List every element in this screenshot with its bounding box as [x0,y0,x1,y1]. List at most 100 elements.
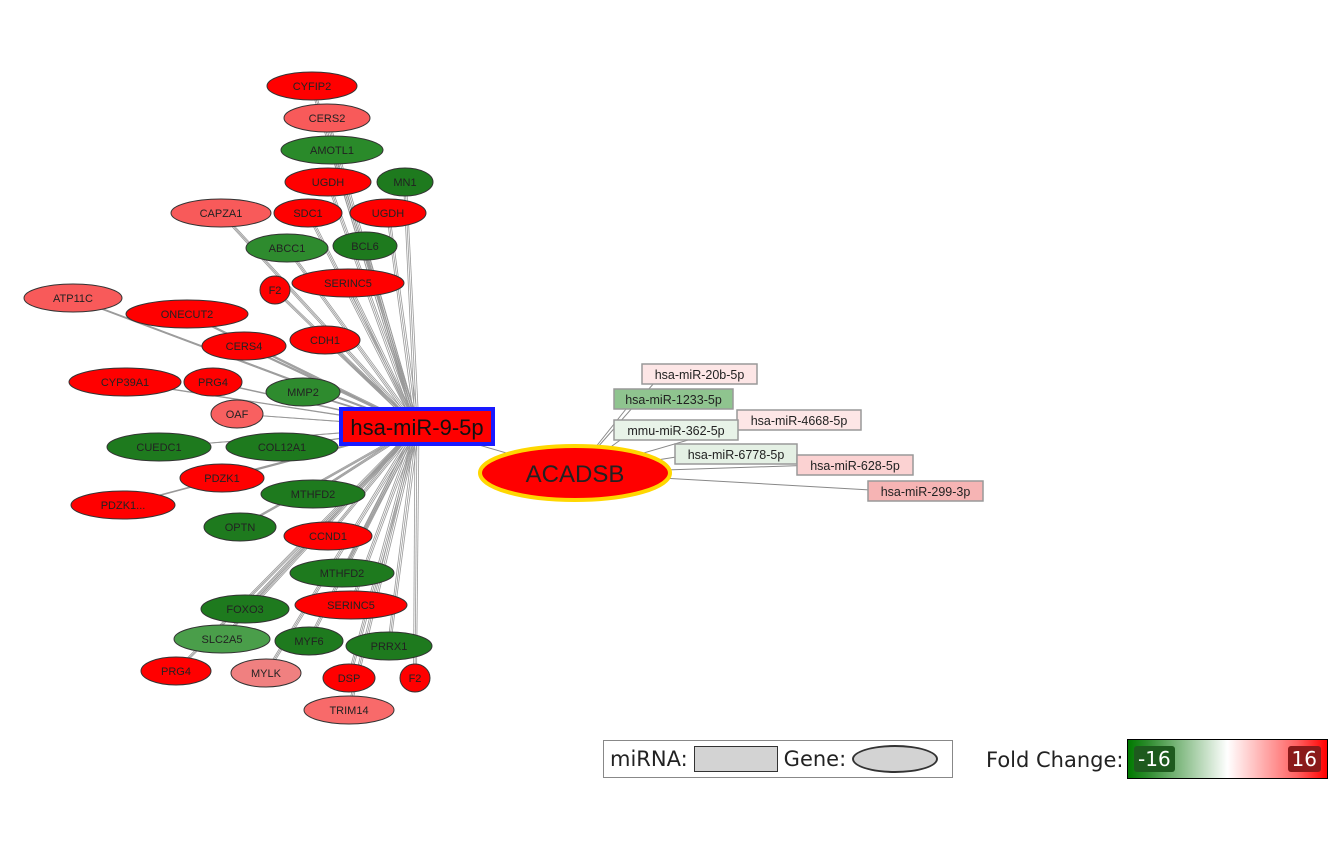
gene-ellipse [210,399,264,429]
gene-node[interactable]: SERINC5 [291,268,405,298]
edge [349,282,420,428]
mirna-box [613,419,739,441]
mirna-box [674,443,798,465]
target-gene-ellipse [478,444,672,502]
gene-node[interactable]: SDC1 [273,198,343,228]
gene-ellipse [274,626,344,656]
gene-node[interactable]: SERINC5 [294,590,408,620]
gene-node[interactable]: MMP2 [265,377,341,407]
mirna-label: hsa-miR-20b-5p [655,368,745,382]
gene-ellipse [201,331,287,361]
gene-ellipse [225,432,339,462]
fold-change-colorbar: -16 16 [1127,739,1328,779]
edge [346,282,416,428]
gene-node[interactable]: OAF [210,399,264,429]
legend-mirna-rect-icon [693,746,778,772]
gene-node[interactable]: CUEDC1 [106,432,212,462]
gene-ellipse [70,490,176,520]
gene-label: OAF [226,409,249,421]
gene-node[interactable]: MTHFD2 [260,479,366,509]
gene-ellipse [259,275,291,305]
gene-label: MTHFD2 [320,568,365,580]
gene-node[interactable]: PRRX1 [345,631,433,661]
target-gene-node[interactable]: ACADSB [478,444,672,502]
gene-node[interactable]: UGDH [349,198,427,228]
gene-label: AMOTL1 [310,145,354,157]
mirna-node[interactable]: hsa-miR-6778-5p [674,443,798,465]
gene-node[interactable]: AMOTL1 [280,135,384,165]
mirna-node[interactable]: hsa-miR-4668-5p [736,409,862,431]
mirna-label: hsa-miR-1233-5p [625,393,722,407]
mirna-nodes: hsa-miR-20b-5p hsa-miR-1233-5p hsa-miR-466… [613,363,984,502]
gene-node[interactable]: F2 [259,275,291,305]
gene-node[interactable]: OPTN [203,512,277,542]
gene-node[interactable]: CDH1 [289,325,361,355]
gene-ellipse [265,377,341,407]
gene-label: F2 [409,673,422,685]
gene-node[interactable]: PDZK1 [179,463,265,493]
mirna-node[interactable]: hsa-miR-20b-5p [641,363,758,385]
gene-node[interactable]: ATP11C [23,283,123,313]
gene-label: PRRX1 [371,641,408,653]
gene-node[interactable]: TRIM14 [303,695,395,725]
fold-change-label: Fold Change: [986,748,1124,772]
gene-node[interactable]: F2 [399,663,431,693]
gene-node[interactable]: BCL6 [332,231,398,261]
gene-node[interactable]: CERS2 [283,103,371,133]
gene-node[interactable]: CCND1 [283,521,373,551]
gene-label: CERS4 [226,341,263,353]
legend-gene-label: Gene: [783,747,847,771]
gene-node[interactable]: CYFIP2 [266,71,358,101]
gene-node[interactable]: PRG4 [140,656,212,686]
gene-node[interactable]: DSP [322,663,376,693]
gene-label: TRIM14 [329,705,368,717]
mirna-label: mmu-miR-362-5p [627,424,724,438]
gene-ellipse [183,367,243,397]
gene-node[interactable]: PDZK1... [70,490,176,520]
gene-node[interactable]: FOXO3 [200,594,290,624]
gene-label: UGDH [372,208,404,220]
gene-label: CUEDC1 [136,442,181,454]
gene-ellipse [289,558,395,588]
gene-label: CAPZA1 [200,208,243,220]
gene-ellipse [68,367,182,397]
hub-mirna-node[interactable]: hsa-miR-9-5p [339,407,495,446]
gene-label: PDZK1 [204,473,239,485]
mirna-node[interactable]: hsa-miR-1233-5p [613,388,734,410]
gene-node[interactable]: MYLK [230,658,302,688]
gene-label: ABCC1 [269,243,306,255]
gene-node[interactable]: ONECUT2 [125,299,249,329]
gene-node[interactable]: COL12A1 [225,432,339,462]
gene-label: CYP39A1 [101,377,149,389]
gene-ellipse [283,521,373,551]
edge [347,282,418,428]
edge [246,426,420,610]
gene-ellipse [23,283,123,313]
gene-node[interactable]: CAPZA1 [170,198,272,228]
gene-ellipse [179,463,265,493]
gene-ellipse [291,268,405,298]
mirna-label: hsa-miR-6778-5p [688,448,785,462]
gene-node[interactable]: ABCC1 [245,233,329,263]
gene-node[interactable]: CYP39A1 [68,367,182,397]
gene-node[interactable]: MTHFD2 [289,558,395,588]
gene-node[interactable]: MN1 [376,167,434,197]
mirna-node[interactable]: hsa-miR-299-3p [867,480,984,502]
gene-label: OPTN [225,522,256,534]
gene-nodes: CYFIP2 CERS2 AMOTL1 UGDH MN1 CAPZA1 SDC1 UGDH AB… [23,71,434,725]
gene-ellipse [230,658,302,688]
gene-label: FOXO3 [226,604,263,616]
gene-node[interactable]: MYF6 [274,626,344,656]
gene-node[interactable]: SLC2A5 [173,624,271,654]
gene-label: SLC2A5 [202,634,243,646]
gene-ellipse [245,233,329,263]
gene-node[interactable]: CERS4 [201,331,287,361]
gene-node[interactable]: PRG4 [183,367,243,397]
gene-ellipse [284,167,372,197]
edge [326,181,416,428]
gene-label: MYF6 [294,636,323,648]
gene-node[interactable]: UGDH [284,167,372,197]
mirna-node[interactable]: hsa-miR-628-5p [796,454,914,476]
mirna-node[interactable]: mmu-miR-362-5p [613,419,739,441]
